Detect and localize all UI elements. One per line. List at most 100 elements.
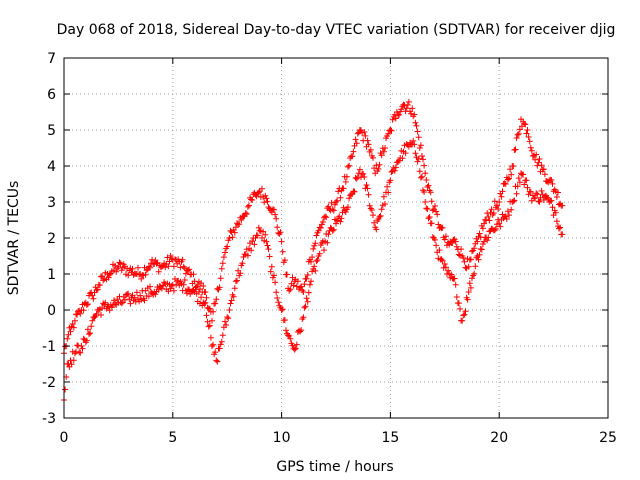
data-point <box>460 254 467 261</box>
data-point <box>497 223 504 230</box>
data-point <box>521 120 528 127</box>
data-point <box>212 300 219 307</box>
data-point <box>376 213 383 220</box>
data-point <box>84 326 91 333</box>
data-point <box>80 307 87 314</box>
data-point <box>149 256 156 263</box>
data-point <box>263 195 270 202</box>
data-point <box>499 188 506 195</box>
data-point <box>264 198 271 205</box>
data-point <box>212 349 219 356</box>
data-point <box>88 323 95 330</box>
data-point <box>113 268 120 275</box>
data-point <box>93 287 100 294</box>
data-point <box>375 165 382 172</box>
data-point <box>145 293 152 300</box>
data-point <box>508 206 515 213</box>
data-point <box>138 275 145 282</box>
data-point <box>389 116 396 123</box>
x-tick-label: 5 <box>168 430 177 446</box>
data-point <box>226 307 233 313</box>
data-point <box>541 171 548 178</box>
data-point <box>417 142 424 149</box>
data-point <box>428 220 435 227</box>
data-point <box>177 264 184 271</box>
data-point <box>314 257 321 263</box>
data-point <box>439 224 446 231</box>
data-point <box>441 261 448 267</box>
data-point <box>291 346 298 353</box>
data-point <box>183 290 190 297</box>
data-point <box>102 299 109 306</box>
data-point <box>495 206 502 212</box>
data-point <box>272 279 279 286</box>
data-point <box>416 168 423 175</box>
data-point <box>303 295 310 302</box>
data-point <box>460 312 467 319</box>
data-point <box>526 138 533 145</box>
data-point <box>80 335 87 342</box>
data-point <box>290 282 297 289</box>
data-point <box>322 213 329 220</box>
data-point <box>244 252 251 259</box>
data-point <box>510 163 517 170</box>
data-point <box>552 209 559 216</box>
data-point <box>268 263 275 270</box>
data-point <box>217 275 224 282</box>
data-point <box>466 280 473 287</box>
data-point <box>556 225 562 232</box>
data-point <box>218 265 225 272</box>
data-point <box>382 145 388 151</box>
data-point <box>310 245 317 252</box>
data-point <box>471 270 478 277</box>
data-point <box>392 164 399 171</box>
data-point <box>222 318 228 325</box>
y-tick-label: 2 <box>47 231 56 247</box>
data-point <box>373 226 380 233</box>
data-point <box>246 202 252 209</box>
data-point <box>368 207 375 213</box>
data-point <box>302 303 309 310</box>
data-point <box>520 171 527 178</box>
data-point <box>313 258 320 265</box>
data-point <box>131 294 138 301</box>
data-point <box>125 272 132 279</box>
data-point <box>378 206 385 213</box>
data-point <box>274 224 281 231</box>
data-point <box>358 127 364 134</box>
y-axis-label: SDTVAR / TECUs <box>6 181 22 296</box>
data-point <box>105 274 112 281</box>
data-point <box>536 156 543 162</box>
data-point <box>65 331 72 338</box>
data-point <box>486 217 493 224</box>
data-point <box>516 179 523 186</box>
data-point <box>64 335 71 342</box>
data-point <box>89 317 96 324</box>
data-point <box>167 285 174 292</box>
data-point <box>465 289 472 295</box>
data-point <box>496 220 503 227</box>
data-point <box>532 156 539 163</box>
data-point <box>363 182 370 188</box>
data-point <box>523 130 530 137</box>
data-point <box>511 197 518 204</box>
data-point <box>346 162 353 169</box>
data-point <box>253 193 260 200</box>
data-point <box>333 220 339 227</box>
data-point <box>281 317 288 323</box>
data-point <box>367 205 374 212</box>
data-point <box>367 146 374 153</box>
data-point <box>432 236 438 243</box>
data-point <box>96 282 103 289</box>
data-point <box>382 201 388 207</box>
data-point <box>74 311 81 318</box>
data-point <box>523 177 530 184</box>
y-tick-label: -3 <box>42 411 56 427</box>
data-point <box>380 148 387 155</box>
data-point <box>170 263 177 270</box>
data-point <box>442 264 449 271</box>
data-point <box>262 192 269 199</box>
data-point <box>441 236 448 243</box>
data-point <box>71 317 78 324</box>
data-point <box>508 171 515 178</box>
